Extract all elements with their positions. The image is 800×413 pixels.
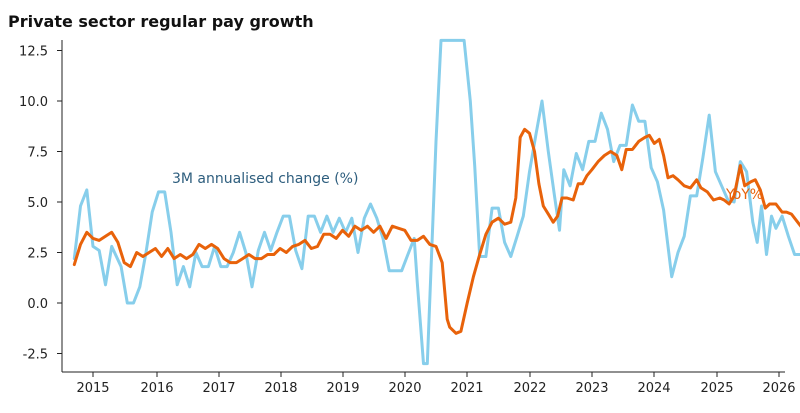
chart-title: Private sector regular pay growth: [8, 12, 314, 31]
x-tick-label: 2021: [450, 381, 483, 396]
y-tick-label: 5.0: [27, 196, 48, 211]
x-tick-label: 2017: [202, 381, 235, 396]
x-tick-label: 2016: [140, 381, 173, 396]
x-tick-label: 2026: [762, 381, 795, 396]
annotation-group: 3M annualised change (%) YoY%: [172, 171, 763, 203]
y-tick-label: 0.0: [27, 297, 48, 312]
x-tick-label: 2019: [326, 381, 359, 396]
x-tick-label: 2022: [513, 381, 546, 396]
x-tick-label: 2023: [575, 381, 608, 396]
series-group: [72, 38, 800, 366]
x-tick-label: 2020: [388, 381, 421, 396]
y-tick-label: 7.5: [27, 146, 48, 161]
annotation-3m-annualised: 3M annualised change (%): [172, 171, 358, 187]
x-tick-label: 2018: [264, 381, 297, 396]
y-tick-label: 10.0: [19, 95, 48, 110]
y-tick-label: -2.5: [23, 348, 48, 363]
y-tick-label: 12.5: [19, 45, 48, 60]
x-tick-label: 2025: [700, 381, 733, 396]
x-tick-label: 2024: [637, 381, 670, 396]
annotation-yoy: YoY%: [725, 187, 763, 203]
series-3m-annualised-line: [72, 38, 800, 366]
x-tick-label: 2015: [76, 381, 109, 396]
y-tick-label: 2.5: [27, 247, 48, 262]
axes-group: 12.5 10.0 7.5 5.0 2.5 0.0 -2.5 2015 2016 2017 2018…: [19, 40, 796, 396]
series-yoy-line: [72, 127, 800, 335]
